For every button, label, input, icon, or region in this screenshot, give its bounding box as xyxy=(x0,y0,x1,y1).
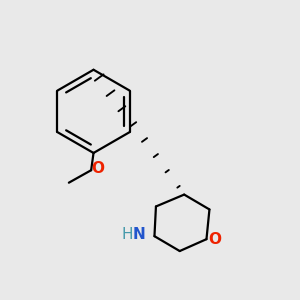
Text: O: O xyxy=(208,232,221,247)
Text: O: O xyxy=(91,161,104,176)
Text: N: N xyxy=(133,227,146,242)
Text: H: H xyxy=(122,227,134,242)
